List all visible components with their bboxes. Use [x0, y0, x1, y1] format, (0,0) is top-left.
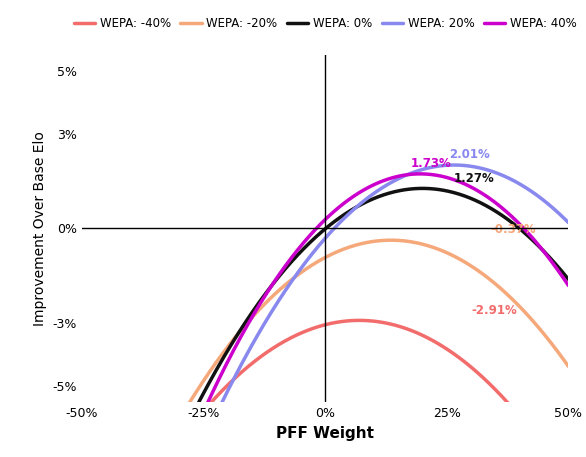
Text: 2.01%: 2.01% [449, 148, 490, 160]
Line: WEPA: -40%: WEPA: -40% [82, 320, 568, 457]
WEPA: 20%: (0.265, 0.0201): 20%: (0.265, 0.0201) [451, 162, 458, 168]
WEPA: 40%: (0.362, 0.00666): 40%: (0.362, 0.00666) [498, 205, 505, 210]
WEPA: 20%: (0.362, 0.017): 20%: (0.362, 0.017) [498, 172, 505, 178]
Y-axis label: Improvement Over Base Elo: Improvement Over Base Elo [33, 131, 47, 326]
WEPA: -40%: (0.0695, -0.0291): -40%: (0.0695, -0.0291) [356, 318, 363, 323]
Line: WEPA: 40%: WEPA: 40% [82, 174, 568, 457]
Text: 1.27%: 1.27% [454, 172, 495, 185]
WEPA: -20%: (0.26, -0.00836): -20%: (0.26, -0.00836) [448, 252, 455, 258]
WEPA: -40%: (0.362, -0.053): -40%: (0.362, -0.053) [498, 393, 505, 399]
WEPA: -40%: (0.082, -0.0291): -40%: (0.082, -0.0291) [362, 318, 369, 323]
WEPA: 0%: (0.107, 0.00993): 0%: (0.107, 0.00993) [374, 194, 381, 200]
WEPA: 40%: (0.5, -0.018): 40%: (0.5, -0.018) [565, 283, 572, 288]
WEPA: 40%: (0.26, 0.0157): 40%: (0.26, 0.0157) [448, 176, 455, 181]
X-axis label: PFF Weight: PFF Weight [276, 425, 374, 441]
Legend: WEPA: -40%, WEPA: -20%, WEPA: 0%, WEPA: 20%, WEPA: 40%: WEPA: -40%, WEPA: -20%, WEPA: 0%, WEPA: … [69, 12, 581, 35]
WEPA: 20%: (0.137, 0.0147): 20%: (0.137, 0.0147) [389, 179, 396, 185]
WEPA: 0%: (0.5, -0.0161): 0%: (0.5, -0.0161) [565, 276, 572, 282]
WEPA: -40%: (0.108, -0.0295): -40%: (0.108, -0.0295) [374, 319, 381, 324]
WEPA: -20%: (0.107, -0.00394): -20%: (0.107, -0.00394) [374, 238, 381, 244]
WEPA: 40%: (0.107, 0.0144): 40%: (0.107, 0.0144) [374, 181, 381, 186]
WEPA: -20%: (0.5, -0.0437): -20%: (0.5, -0.0437) [565, 364, 572, 369]
WEPA: 0%: (0.137, 0.0114): 0%: (0.137, 0.0114) [389, 190, 396, 195]
Line: WEPA: 20%: WEPA: 20% [82, 165, 568, 457]
WEPA: 20%: (0.5, 0.00188): 20%: (0.5, 0.00188) [565, 220, 572, 225]
Text: -2.91%: -2.91% [471, 303, 517, 317]
WEPA: 40%: (0.195, 0.0173): 40%: (0.195, 0.0173) [417, 171, 424, 176]
Line: WEPA: 0%: WEPA: 0% [82, 188, 568, 457]
Line: WEPA: -20%: WEPA: -20% [82, 240, 568, 457]
WEPA: -20%: (0.0807, -0.00458): -20%: (0.0807, -0.00458) [361, 240, 368, 246]
Text: 1.73%: 1.73% [410, 157, 451, 170]
WEPA: 20%: (0.107, 0.0119): 20%: (0.107, 0.0119) [374, 188, 381, 194]
WEPA: -40%: (0.138, -0.0304): -40%: (0.138, -0.0304) [389, 322, 396, 327]
WEPA: 20%: (0.258, 0.0201): 20%: (0.258, 0.0201) [448, 162, 455, 168]
WEPA: -20%: (0.135, -0.0037): -20%: (0.135, -0.0037) [387, 238, 394, 243]
WEPA: -20%: (0.362, -0.0192): -20%: (0.362, -0.0192) [498, 287, 505, 292]
Text: -0.37%: -0.37% [490, 223, 536, 236]
WEPA: 40%: (0.0807, 0.0123): 40%: (0.0807, 0.0123) [361, 187, 368, 192]
WEPA: 40%: (0.137, 0.016): 40%: (0.137, 0.016) [389, 175, 396, 181]
WEPA: 0%: (0.0807, 0.00815): 0%: (0.0807, 0.00815) [361, 200, 368, 206]
WEPA: 20%: (0.0807, 0.00889): 20%: (0.0807, 0.00889) [361, 198, 368, 203]
WEPA: 0%: (0.362, 0.00427): 0%: (0.362, 0.00427) [498, 213, 505, 218]
WEPA: 0%: (0.26, 0.0116): 0%: (0.26, 0.0116) [448, 189, 455, 195]
WEPA: 0%: (0.2, 0.0127): 0%: (0.2, 0.0127) [419, 186, 426, 191]
WEPA: -40%: (0.26, -0.0392): -40%: (0.26, -0.0392) [448, 350, 455, 355]
WEPA: -20%: (0.138, -0.0037): -20%: (0.138, -0.0037) [389, 238, 396, 243]
